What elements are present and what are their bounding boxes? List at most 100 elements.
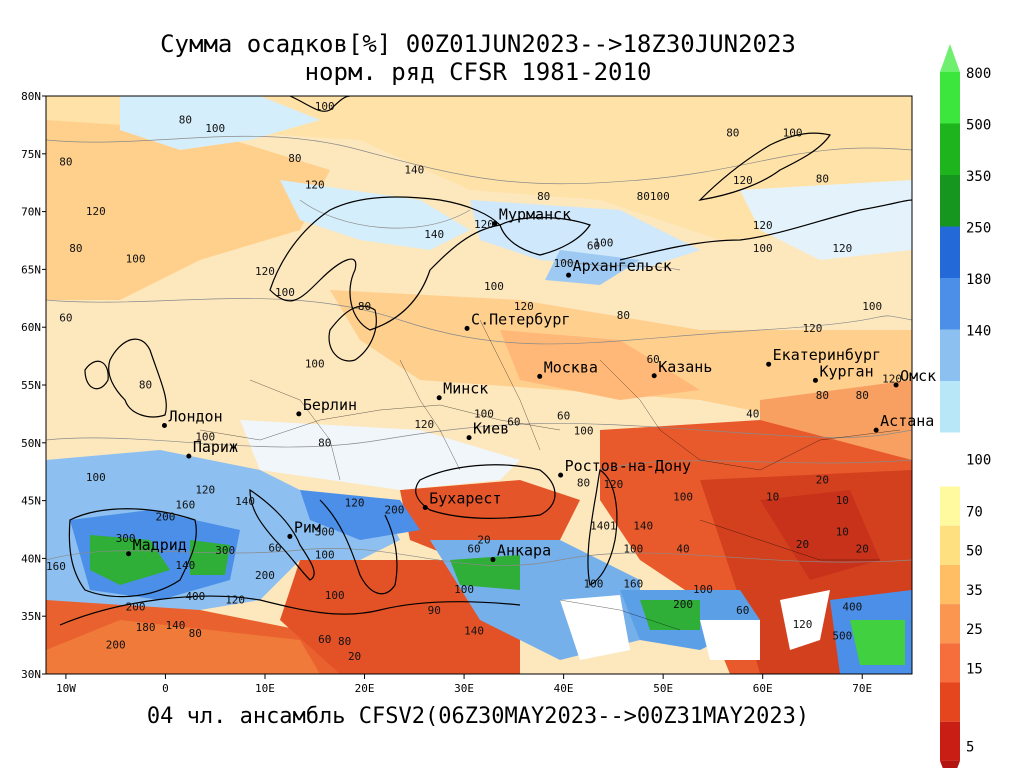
contour-label: 400: [185, 590, 205, 603]
contour-label: 120: [603, 478, 623, 491]
contour-label: 60: [557, 410, 570, 423]
contour-label: 10: [836, 525, 849, 538]
colorbar-label: 140: [966, 324, 991, 340]
colorbar-label: 5: [966, 740, 974, 756]
contour-label: 80: [338, 635, 351, 648]
lon-tick-label: 60E: [753, 682, 773, 695]
lon-tick-label: 40E: [554, 682, 574, 695]
city-label: Москва: [544, 358, 598, 376]
contour-label: 80: [816, 173, 829, 186]
city-label: Казань: [658, 358, 712, 376]
contour-label: 400: [842, 600, 862, 613]
colorbar-segment: [940, 381, 960, 433]
colorbar-segment: [940, 72, 960, 124]
contour-label: 100: [693, 583, 713, 596]
city-dot: [490, 557, 496, 563]
contour-label: 100: [305, 358, 325, 371]
contour-label: 90: [428, 604, 441, 617]
colorbar-segment: [940, 721, 960, 761]
city-label: Омск: [900, 367, 936, 385]
colorbar-segment: [940, 278, 960, 330]
city-label: Астана: [880, 412, 934, 430]
contour-label: 120: [793, 618, 813, 631]
contour-label: 40: [746, 407, 759, 420]
contour-label: 300: [116, 532, 136, 545]
contour-label: 140: [424, 228, 444, 241]
city-dot: [651, 373, 657, 379]
contour-label: 120: [514, 300, 534, 313]
lon-tick-label: 0: [162, 682, 169, 695]
contour-label: 60: [736, 604, 749, 617]
city-dot: [296, 411, 302, 417]
contour-label: 100: [474, 407, 494, 420]
lat-tick-label: 35N: [21, 610, 41, 623]
city-label: Мадрид: [133, 536, 187, 554]
contour-label: 60: [647, 353, 660, 366]
colorbar-top-arrow: [940, 44, 960, 72]
colorbar-mid-label: 100: [966, 453, 991, 469]
contour-label: 140: [404, 163, 424, 176]
colorbar-label: 250: [966, 221, 991, 237]
city-dot: [873, 427, 879, 433]
precipitation-field: [46, 96, 912, 674]
lon-tick-label: 70E: [852, 682, 872, 695]
city-dot: [766, 361, 772, 367]
contour-labels: 8010010080140120801208010012010080601001…: [46, 100, 902, 663]
contour-label: 140: [165, 619, 185, 632]
contour-label: 80: [537, 190, 550, 203]
city-dot: [558, 472, 564, 478]
lat-tick-label: 50N: [21, 437, 41, 450]
contour-label: 60: [587, 240, 600, 253]
contour-label: 300: [215, 544, 235, 557]
lat-tick-label: 75N: [21, 148, 41, 161]
contour-label: 120: [86, 205, 106, 218]
colorbar-segment: [940, 486, 960, 526]
contour-label: 80: [139, 378, 152, 391]
lat-tick-label: 70N: [21, 206, 41, 219]
contour-label: 160: [175, 499, 195, 512]
contour-label: 80100: [637, 190, 670, 203]
contour-label: 160: [46, 560, 66, 573]
contour-label: 20: [477, 533, 490, 546]
colorbar-segment: [940, 329, 960, 381]
contour-label: 100: [623, 543, 643, 556]
contour-label: 300: [315, 525, 335, 538]
colorbar-segment: [940, 682, 960, 722]
lat-tick-label: 45N: [21, 495, 41, 508]
contour-label: 20: [816, 473, 829, 486]
city-label: Курган: [819, 362, 873, 380]
city-label: Лондон: [168, 407, 222, 425]
city-dot: [492, 221, 498, 227]
lon-tick-label: 30E: [454, 682, 474, 695]
city-label: Мурманск: [499, 206, 571, 224]
contour-label: 100: [205, 122, 225, 135]
city-dot: [812, 377, 818, 383]
contour-label: 140: [633, 520, 653, 533]
contour-label: 100: [126, 252, 146, 265]
colorbar-label: 800: [966, 66, 991, 82]
city-markers: Мурманск Архангельск С.Петербург Москва Каза…: [126, 206, 936, 563]
city-label: Париж: [193, 438, 238, 456]
contour-label: 160: [623, 577, 643, 590]
color-scale: 800 500 350 250 180 140 100 70 50 35 25 15 5: [940, 44, 991, 768]
contour-label: 120: [882, 373, 902, 386]
contour-label: 100: [325, 589, 345, 602]
contour-label: 10: [766, 491, 779, 504]
contour-label: 100: [554, 257, 574, 270]
lat-tick-label: 65N: [21, 263, 41, 276]
lon-tick-label: 50E: [653, 682, 673, 695]
contour-label: 100: [753, 242, 773, 255]
contour-label: 100: [574, 425, 594, 438]
colorbar-label: 50: [966, 544, 983, 560]
contour-label: 180: [136, 621, 156, 634]
contour-label: 100: [584, 577, 604, 590]
contour-label: 100: [315, 548, 335, 561]
city-dot: [464, 325, 470, 331]
city-label: Архангельск: [573, 257, 672, 275]
contour-label: 80: [189, 627, 202, 640]
city-dot: [422, 505, 428, 511]
country-borders: [199, 319, 901, 631]
contour-label: 200: [126, 600, 146, 613]
contour-label: 120: [832, 242, 852, 255]
